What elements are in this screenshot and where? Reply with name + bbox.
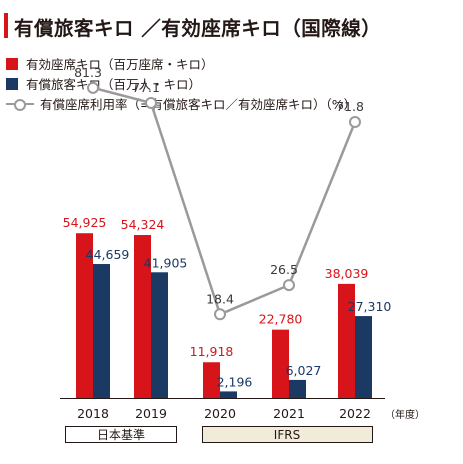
group-label-ifrs: IFRS [274,428,300,442]
bar-rpk-2018 [93,264,110,398]
label-rpk-2020: 2,196 [217,374,253,389]
line-lf [92,86,357,316]
bar-ask-2022 [338,283,355,398]
marker-lf-2018 [87,81,99,94]
legend-swatch-rpk [6,77,18,90]
label-lf-2020: 18.4 [206,291,234,306]
chart-title: 有償旅客キロ ／有効座席キロ（国際線） [14,17,382,40]
title-accent-bar [4,13,8,38]
label-rpk-2021: 6,027 [286,363,322,378]
label-lf-2019: 77.1 [132,80,160,95]
label-ask-2020: 11,918 [190,344,234,359]
group-box-ifrs [202,426,373,443]
legend-label-lf: 有償座席利用率（=有償旅客キロ／有効座席キロ）（%） [40,97,357,112]
x-unit-label: （年度） [385,408,425,421]
label-ask-2022: 38,039 [325,266,369,281]
label-lf-2021: 26.5 [270,262,298,277]
legend-item-ask: 有効座席キロ（百万座席・キロ） [6,54,214,73]
label-rpk-2022: 27,310 [348,299,392,314]
label-ask-2021: 22,780 [259,312,303,327]
bar-rpk-2020 [220,391,237,398]
marker-lf-2021 [283,279,295,292]
bar-rpk-2019 [151,272,168,398]
bar-ask-2021 [272,329,289,398]
legend-swatch-lf [6,98,34,111]
legend-label-rpk: 有償旅客キロ（百万人・キロ） [26,77,202,92]
group-box-jgaap [65,426,177,443]
label-rpk-2019: 41,905 [144,255,188,270]
bar-ask-2018 [76,233,93,398]
group-label-jgaap: 日本基準 [97,427,145,442]
bar-ask-2020 [203,362,220,398]
bar-rpk-2021 [289,379,306,398]
marker-lf-2019 [145,96,157,109]
tick-label-2019: 2019 [135,406,167,421]
label-lf-2018: 81.3 [74,65,102,80]
legend-item-rpk: 有償旅客キロ（百万人・キロ） [6,74,201,93]
legend-item-lf: 有償座席利用率（=有償旅客キロ／有効座席キロ）（%） [6,94,356,113]
marker-lf-2022 [349,116,361,129]
label-ask-2018: 54,925 [63,215,107,230]
tick-label-2022: 2022 [339,406,371,421]
tick-label-2021: 2021 [273,406,305,421]
legend-swatch-ask [6,57,18,70]
legend-label-ask: 有効座席キロ（百万座席・キロ） [26,57,214,72]
label-ask-2019: 54,324 [121,217,165,232]
marker-lf-2020 [214,308,226,321]
label-rpk-2018: 44,659 [86,247,130,262]
label-lf-2022: 71.8 [336,99,364,114]
bar-rpk-2022 [355,316,372,398]
tick-label-2020: 2020 [204,406,236,421]
bar-ask-2019 [134,235,151,398]
tick-label-2018: 2018 [77,406,109,421]
